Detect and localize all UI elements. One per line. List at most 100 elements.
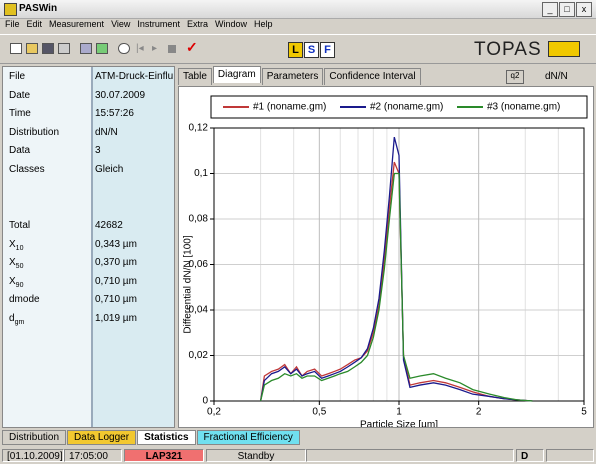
chart-panel: 0 0,02 0,04 0,06 0,08 0,1 0,12 0,2 0,5 1 2 5 #1 (non… [178,86,594,431]
property-row: X50 0,370 µm [3,254,174,272]
status-empty [306,449,514,462]
property-row: Distribution dN/N [3,124,174,142]
legend-label: #2 (noname.gm) [370,102,443,113]
property-label: Classes [9,164,45,175]
y-axis-label: Differential dN/N [100] [183,235,194,333]
menu-item[interactable]: Measurement [49,19,105,29]
menu-item[interactable]: Window [214,19,247,29]
property-value: 0,710 µm [95,294,137,306]
timer-icon[interactable] [118,43,130,54]
view-tabs: Table Diagram Parameters Confidence Interva… [178,66,422,85]
check-icon[interactable]: ✓ [186,39,198,55]
menu-item[interactable]: Instrument [137,19,180,29]
property-value: dN/N [95,126,118,138]
property-label: Total [9,220,31,231]
menu-item[interactable]: Help [253,19,273,29]
x-tick-label: 2 [476,407,482,418]
bottom-tabs: Distribution Data Logger Statistics Fractio… [2,430,301,445]
legend-label: #3 (noname.gm) [487,102,560,113]
chart: 0 0,02 0,04 0,06 0,08 0,1 0,12 0,2 0,5 1 2 5 #1 (non… [183,95,588,431]
open-icon[interactable] [26,43,38,54]
status-state: Standby [206,449,306,462]
property-label: X90 [9,275,24,289]
mode-button[interactable]: F [320,42,335,58]
property-label-sub: 90 [15,281,24,289]
property-value: 15:57:26 [95,108,134,120]
properties-panel: File ATM-Druck-Einflus Date 30.07.2009 Time 1… [2,66,175,428]
copy-icon[interactable] [80,43,92,54]
y-tick-label: 0,06 [189,259,209,270]
logo-mark [548,41,580,57]
property-label-sub: gm [14,319,25,326]
distribution-icon[interactable]: q2 [506,70,524,84]
label-column [3,67,93,427]
property-row: dgm 1,019 µm [3,310,174,328]
y-tick-label: 0,1 [194,168,208,179]
property-value: 0,370 µm [95,257,137,269]
property-label: dmode [9,294,40,306]
property-value: 30.07.2009 [95,89,146,101]
y-tick-label: 0,08 [189,214,209,225]
property-row: Date 30.07.2009 [3,87,174,105]
property-label-sub: 10 [15,244,24,252]
window-control[interactable]: x [576,2,592,17]
property-label: Date [9,89,31,101]
menu-item[interactable]: File [5,19,20,29]
y-tick-label: 0,04 [189,305,209,316]
bottom-tab[interactable]: Statistics [137,430,196,445]
view-tab[interactable]: Table [178,68,212,85]
bottom-tab[interactable]: Data Logger [67,430,137,445]
property-label: Data [9,145,31,157]
x-tick-label: 1 [396,407,402,418]
property-value: Gleich [95,164,124,175]
mode-button[interactable]: L [288,42,303,58]
property-row: X90 0,710 µm [3,273,174,291]
property-row: Classes Gleich [3,161,174,179]
menu-item[interactable]: Edit [26,19,43,29]
view-tab[interactable]: Confidence Interval [324,68,421,85]
logo-text: TOPAS [474,39,542,60]
property-row: Total 42682 [3,217,174,235]
legend-label: #1 (noname.gm) [253,102,326,113]
property-value: 0,710 µm [95,275,137,287]
property-value: 0,343 µm [95,238,137,250]
menu-item[interactable]: View [111,19,131,29]
save-icon[interactable] [42,43,54,54]
view-tab[interactable]: Diagram [212,66,261,83]
property-row: Time 15:57:26 [3,105,174,123]
x-tick-label: 0,5 [312,407,326,418]
new-icon[interactable] [10,43,22,54]
property-label: X50 [9,257,24,271]
property-row: dmode 0,710 µm [3,291,174,309]
y-tick-label: 0,02 [189,350,209,361]
status-bar: [01.10.2009] 17:05:00 LAP321 Standby D [0,447,596,464]
window-control[interactable]: □ [559,2,575,17]
window-control[interactable]: _ [542,2,558,17]
window-controls: _ □ x [542,2,592,17]
play-icon[interactable]: ▸ [152,43,158,54]
x-tick-label: 0,2 [207,407,221,418]
property-label: X10 [9,238,24,252]
mode-button[interactable]: S [304,42,319,58]
menu-item[interactable]: Extra [186,19,208,29]
property-label-sub: 50 [15,263,24,271]
property-value: ATM-Druck-Einflus [95,71,173,82]
plot-frame [213,127,585,402]
status-device: LAP321 [124,449,204,462]
bottom-tab[interactable]: Fractional Efficiency [196,430,300,445]
property-label: Distribution [9,126,60,138]
status-date: [01.10.2009] [2,449,64,462]
bottom-tab[interactable]: Distribution [2,430,67,445]
property-value: 1,019 µm [95,313,137,324]
data-line [259,172,533,402]
display-unit: dN/N [545,71,568,82]
y-tick-label: 0,12 [189,123,209,134]
view-tab[interactable]: Parameters [261,68,324,85]
print-icon[interactable] [58,43,70,54]
stop-icon[interactable] [168,45,176,53]
property-row: X10 0,343 µm [3,236,174,254]
step-icon[interactable]: |◂ [136,43,144,54]
excel-icon[interactable] [96,43,108,54]
